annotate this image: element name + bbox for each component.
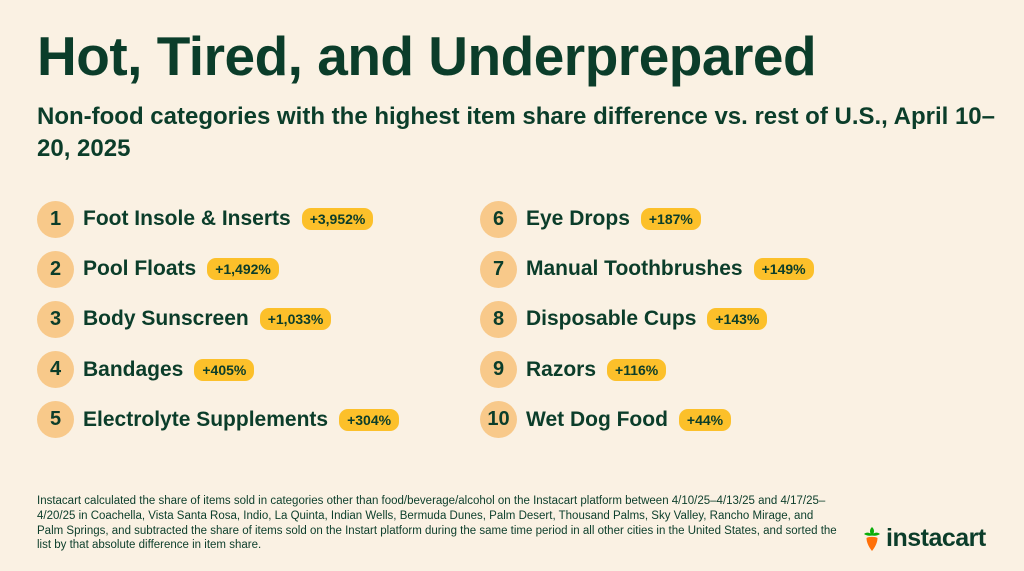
category-name: Manual Toothbrushes xyxy=(526,257,743,281)
rank-badge: 7 xyxy=(480,250,517,288)
category-name: Foot Insole & Inserts xyxy=(83,207,291,230)
change-badge: +3,952% xyxy=(301,208,374,230)
list-item: 10 Wet Dog Food +44% xyxy=(480,401,814,439)
change-badge: +187% xyxy=(640,208,701,230)
category-name: Body Sunscreen xyxy=(83,307,249,331)
rank-badge: 4 xyxy=(37,351,74,389)
change-badge: +116% xyxy=(607,358,667,381)
rank-badge: 3 xyxy=(37,300,74,338)
instacart-logo: instacart xyxy=(862,524,986,553)
list-item: 6 Eye Drops +187% xyxy=(480,200,814,238)
category-name: Bandages xyxy=(83,357,184,381)
category-name: Disposable Cups xyxy=(526,307,697,331)
rank-badge: 1 xyxy=(37,200,74,238)
change-badge: +1,492% xyxy=(207,258,279,281)
rank-badge: 6 xyxy=(480,200,517,238)
change-badge: +44% xyxy=(678,408,732,431)
list-item: 2 Pool Floats +1,492% xyxy=(37,250,399,288)
category-name: Electrolyte Supplements xyxy=(83,407,329,431)
change-badge: +143% xyxy=(707,308,768,331)
page-subtitle: Non-food categories with the highest ite… xyxy=(37,103,995,163)
list-item: 8 Disposable Cups +143% xyxy=(480,300,814,338)
list-item: 4 Bandages +405% xyxy=(37,351,399,389)
change-badge: +149% xyxy=(753,258,814,281)
logo-wordmark: instacart xyxy=(886,524,986,552)
rank-badge: 10 xyxy=(480,401,517,439)
list-item: 1 Foot Insole & Inserts +3,952% xyxy=(37,200,399,238)
rank-badge: 5 xyxy=(37,401,74,439)
list-item: 9 Razors +116% xyxy=(480,351,814,389)
rank-badge: 9 xyxy=(480,351,517,389)
category-name: Pool Floats xyxy=(83,257,197,281)
change-badge: +405% xyxy=(194,358,255,381)
rank-badge: 2 xyxy=(37,250,74,288)
list-item: 3 Body Sunscreen +1,033% xyxy=(37,300,399,338)
category-name: Razors xyxy=(526,357,597,381)
category-name: Wet Dog Food xyxy=(526,407,668,431)
carrot-icon xyxy=(864,526,880,551)
ranking-list-left: 1 Foot Insole & Inserts +3,952% 2 Pool F… xyxy=(37,200,400,451)
change-badge: +1,033% xyxy=(259,308,332,331)
list-item: 5 Electrolyte Supplements +304% xyxy=(37,401,400,439)
page-title: Hot, Tired, and Underprepared xyxy=(37,25,817,87)
list-item: 7 Manual Toothbrushes +149% xyxy=(480,250,814,288)
rank-badge: 8 xyxy=(480,300,517,338)
methodology-footnote: Instacart calculated the share of items … xyxy=(37,495,837,552)
category-name: Eye Drops xyxy=(526,207,630,230)
change-badge: +304% xyxy=(339,408,400,431)
ranking-list-right: 6 Eye Drops +187% 7 Manual Toothbrushes … xyxy=(480,200,814,451)
